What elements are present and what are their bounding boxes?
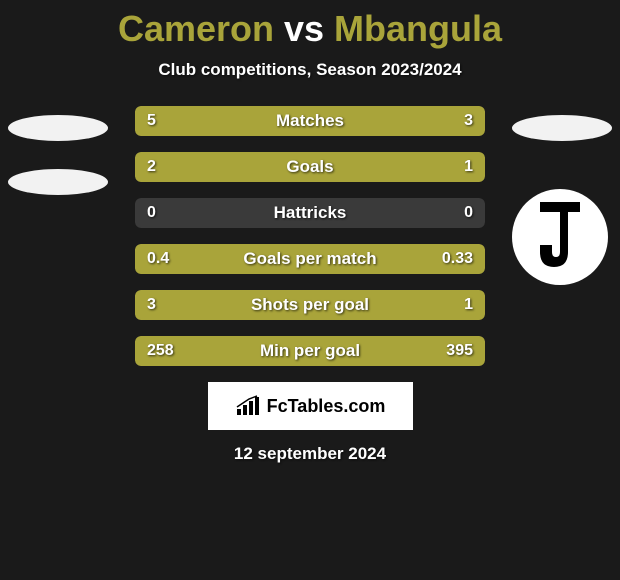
stat-value-left: 5 <box>147 112 156 130</box>
chart-icon <box>235 395 261 417</box>
stat-row: 258 395 Min per goal <box>135 336 485 366</box>
stat-value-left: 2 <box>147 158 156 176</box>
stat-value-left: 0.4 <box>147 250 169 268</box>
stat-value-left: 258 <box>147 342 174 360</box>
brand-text: FcTables.com <box>267 396 386 417</box>
stat-label: Shots per goal <box>251 295 369 315</box>
juventus-j-icon <box>530 197 590 277</box>
ellipse-icon <box>8 115 108 141</box>
stat-value-right: 0.33 <box>442 250 473 268</box>
stat-label: Min per goal <box>260 341 360 361</box>
comparison-card: Cameron vs Mbangula Club competitions, S… <box>0 0 620 580</box>
stat-value-left: 0 <box>147 204 156 222</box>
stat-row: 5 3 Matches <box>135 106 485 136</box>
stat-value-right: 1 <box>464 296 473 314</box>
stat-value-left: 3 <box>147 296 156 314</box>
brand-badge: FcTables.com <box>208 382 413 430</box>
title-vs: vs <box>274 8 334 49</box>
stat-row: 3 1 Shots per goal <box>135 290 485 320</box>
stat-value-right: 1 <box>464 158 473 176</box>
stat-value-right: 0 <box>464 204 473 222</box>
stat-label: Hattricks <box>274 203 347 223</box>
player1-name: Cameron <box>118 8 274 49</box>
ellipse-icon <box>8 169 108 195</box>
page-title: Cameron vs Mbangula <box>0 0 620 50</box>
team-logo-right <box>512 115 612 200</box>
stat-row: 0 0 Hattricks <box>135 198 485 228</box>
stat-value-right: 3 <box>464 112 473 130</box>
stat-label: Goals per match <box>243 249 376 269</box>
stat-value-right: 395 <box>446 342 473 360</box>
stat-label: Goals <box>286 157 333 177</box>
date-text: 12 september 2024 <box>0 444 620 464</box>
team-logo-left <box>8 115 108 200</box>
stat-row: 0.4 0.33 Goals per match <box>135 244 485 274</box>
stat-label: Matches <box>276 111 344 131</box>
stat-row: 2 1 Goals <box>135 152 485 182</box>
subtitle: Club competitions, Season 2023/2024 <box>0 60 620 80</box>
ellipse-icon <box>512 115 612 141</box>
player2-name: Mbangula <box>334 8 502 49</box>
stats-bars: 5 3 Matches 2 1 Goals 0 0 Hattricks 0.4 0.33 Goals … <box>135 106 485 366</box>
juventus-badge-icon <box>512 189 608 285</box>
